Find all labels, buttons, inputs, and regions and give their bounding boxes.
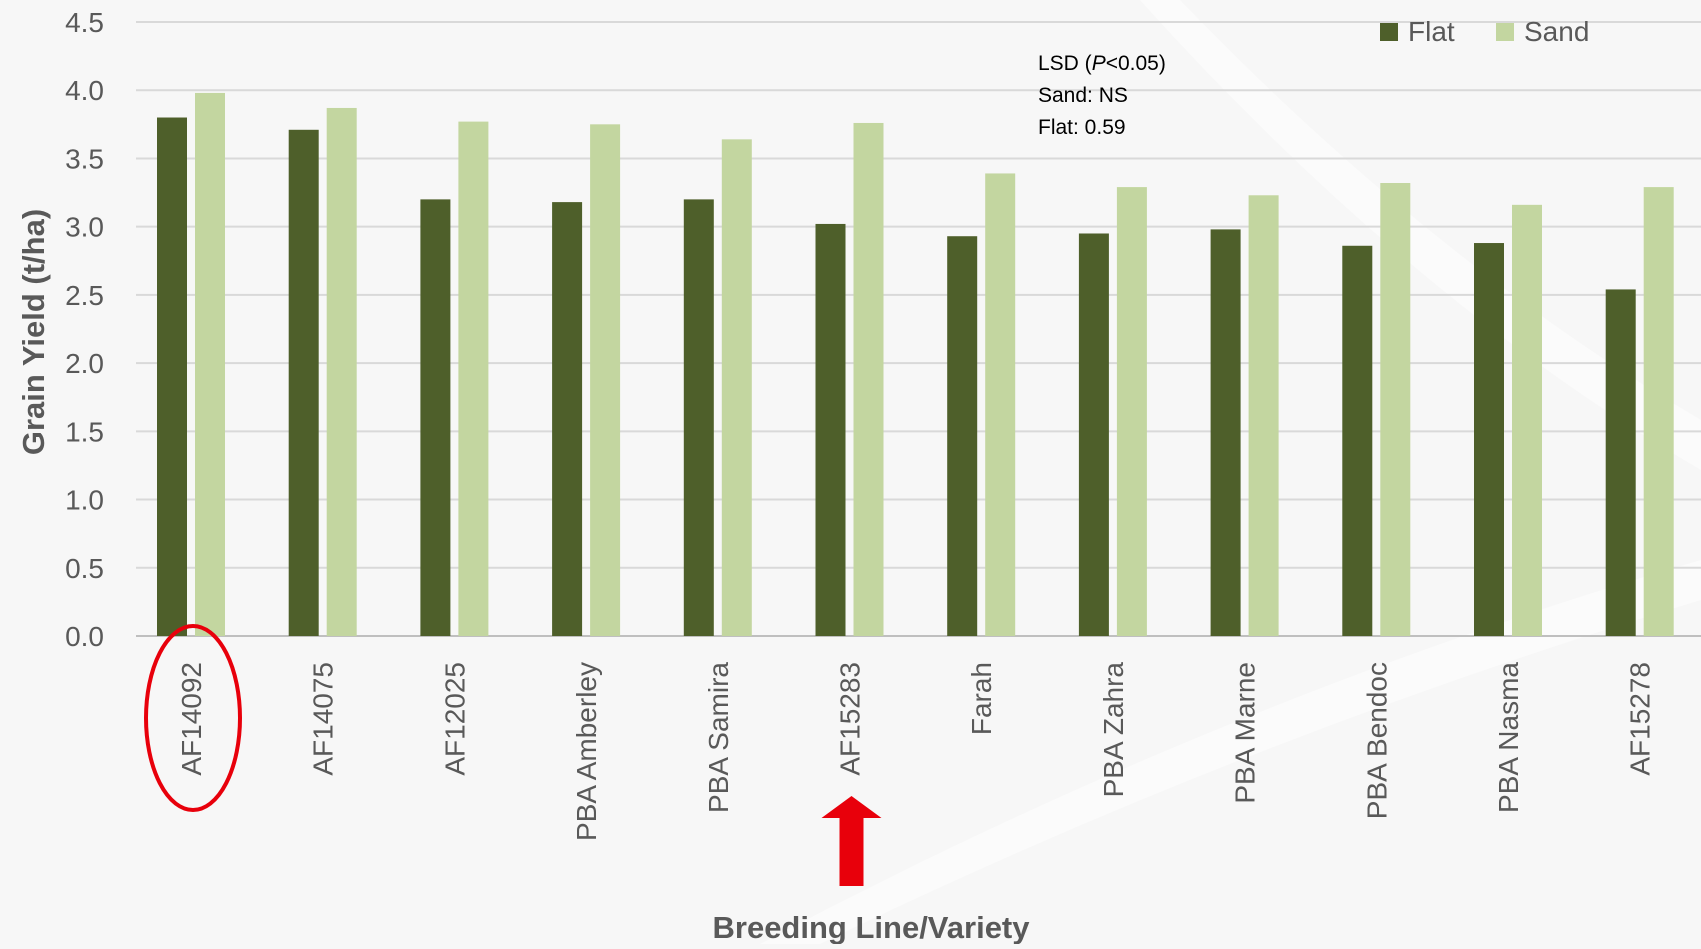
- background-decoration: [760, 0, 1701, 944]
- x-tick-label: PBA Marne: [1230, 662, 1261, 804]
- bar-flat: [683, 199, 714, 636]
- x-tick-labels: AF14092 AF14075 AF12025 PBA Amberley PBA Sam…: [176, 662, 1656, 841]
- legend-swatch-sand: [1496, 23, 1514, 41]
- bar-flat: [157, 117, 187, 636]
- bar-sand: [326, 107, 357, 636]
- bar-sand: [195, 92, 225, 636]
- bar-flat: [288, 129, 319, 636]
- bar-flat: [1210, 229, 1241, 636]
- bar-flat: [420, 199, 451, 636]
- lsd-annotation: LSD (P<0.05) Sand: NS Flat: 0.59: [1038, 52, 1166, 139]
- y-tick-label: 1.0: [65, 485, 104, 516]
- x-tick-label: AF15283: [835, 662, 866, 776]
- bar-sand: [721, 139, 752, 636]
- highlight-arrow: [821, 796, 882, 886]
- gridlines: [136, 21, 1701, 637]
- bar-flat: [1474, 243, 1504, 637]
- x-tick-label: AF12025: [439, 662, 470, 776]
- bar-sand: [1248, 195, 1279, 637]
- legend-swatch-flat: [1380, 23, 1398, 41]
- y-tick-label: 3.5: [65, 143, 104, 174]
- y-tick-label: 1.5: [65, 416, 104, 447]
- y-axis-label: Grain Yield (t/ha): [16, 209, 51, 455]
- x-tick-label: PBA Nasma: [1493, 662, 1524, 813]
- y-tick-label: 2.0: [65, 348, 104, 379]
- highlight-circle: [144, 624, 242, 812]
- legend: Flat Sand: [1380, 16, 1589, 47]
- bar-flat: [552, 202, 583, 636]
- bar-sand: [458, 121, 489, 637]
- y-tick-labels: 0.0 0.5 1.0 1.5 2.0 2.5 3.0 3.5 4.0 4.5: [65, 7, 104, 652]
- x-tick-label: AF14075: [308, 662, 339, 776]
- y-tick-label: 0.5: [65, 553, 104, 584]
- bar-flat: [815, 223, 846, 636]
- legend-label-sand: Sand: [1524, 16, 1589, 47]
- bar-sand: [1380, 183, 1411, 636]
- legend-label-flat: Flat: [1408, 16, 1455, 47]
- x-tick-label: Farah: [966, 662, 997, 735]
- x-tick-label: AF14092: [176, 662, 207, 776]
- x-tick-label: PBA Bendoc: [1361, 662, 1392, 819]
- y-tick-label: 0.0: [65, 621, 104, 652]
- lsd-line-3: Flat: 0.59: [1038, 116, 1126, 139]
- x-tick-label: PBA Samira: [703, 662, 734, 813]
- bar-flat: [1342, 245, 1373, 636]
- bar-sand: [853, 122, 884, 637]
- x-tick-label: AF15278: [1625, 662, 1656, 776]
- lsd-line-1: LSD (P<0.05): [1038, 52, 1166, 75]
- x-axis-label: Breeding Line/Variety: [713, 910, 1031, 944]
- bar-sand: [1116, 187, 1147, 636]
- bar-flat: [1078, 233, 1109, 636]
- lsd-line-2: Sand: NS: [1038, 84, 1128, 107]
- bar-sand: [1643, 187, 1674, 636]
- y-tick-label: 3.0: [65, 212, 104, 243]
- bar-flat: [947, 236, 978, 636]
- bar-sand: [985, 173, 1016, 636]
- bar-sand: [1512, 204, 1542, 636]
- y-tick-label: 4.5: [65, 7, 104, 38]
- bar-sand: [590, 124, 621, 636]
- x-tick-label: PBA Amberley: [571, 662, 602, 841]
- y-tick-label: 4.0: [65, 75, 104, 106]
- x-tick-label: PBA Zahra: [1098, 662, 1129, 798]
- bar-flat: [1605, 289, 1636, 636]
- y-tick-label: 2.5: [65, 280, 104, 311]
- bars: [157, 92, 1674, 637]
